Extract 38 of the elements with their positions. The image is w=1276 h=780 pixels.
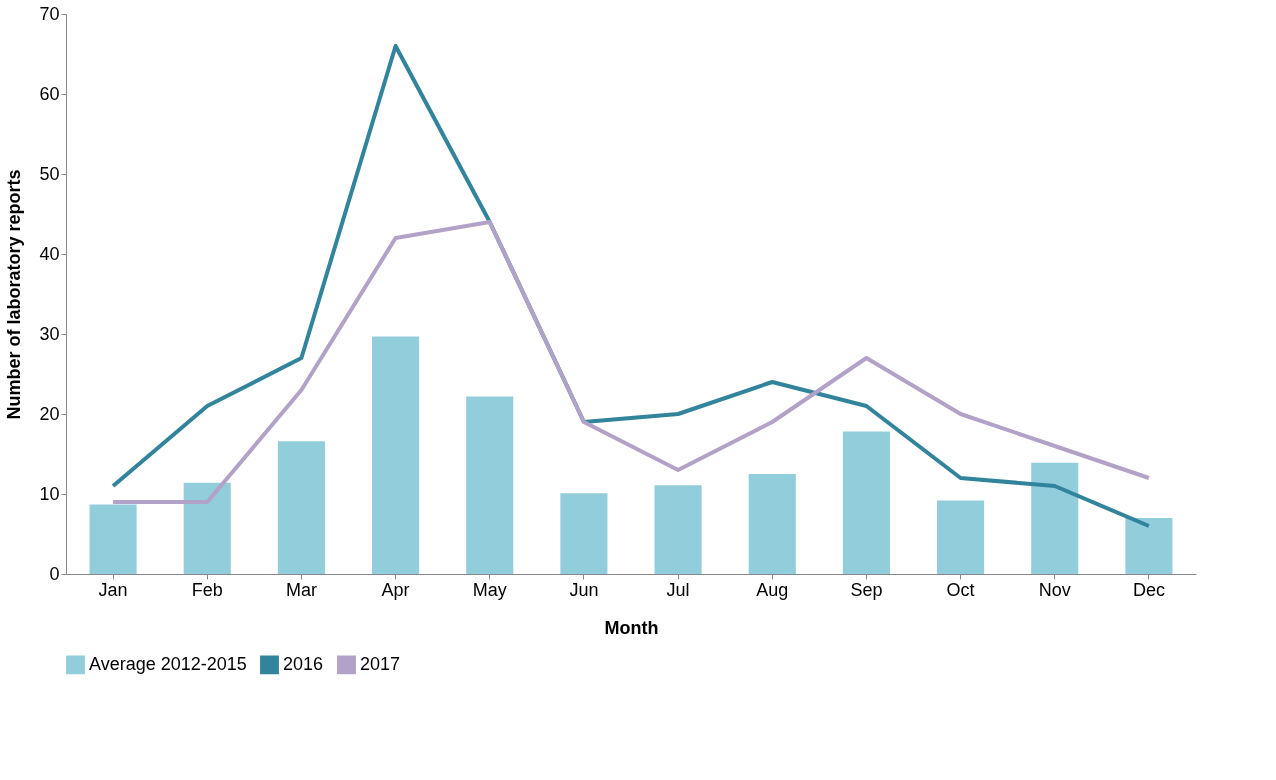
x-tick-label: Nov <box>1038 579 1071 600</box>
y-tick-label: 60 <box>39 83 60 104</box>
x-tick-label: Apr <box>381 579 410 600</box>
x-tick-label: Jul <box>666 579 690 600</box>
x-tick-label: Jun <box>569 579 599 600</box>
legend-label: 2016 <box>283 653 324 674</box>
x-axis-title: Month <box>604 617 659 638</box>
bar <box>937 500 985 574</box>
bar <box>560 493 608 574</box>
bar <box>1125 518 1173 574</box>
y-tick-label: 20 <box>39 403 60 424</box>
y-tick-label: 0 <box>49 563 60 584</box>
bar <box>183 482 231 574</box>
y-tick-label: 40 <box>39 243 60 264</box>
y-tick-label: 70 <box>39 3 60 24</box>
y-tick-label: 50 <box>39 163 60 184</box>
legend-label: 2017 <box>360 653 401 674</box>
bar <box>466 396 514 574</box>
line-series <box>111 220 1151 504</box>
bar <box>654 485 702 574</box>
x-tick-label: Dec <box>1132 579 1165 600</box>
x-tick-label: Oct <box>946 579 975 600</box>
x-tick-label: Mar <box>285 579 317 600</box>
bar <box>277 441 325 574</box>
x-tick-label: Sep <box>850 579 883 600</box>
bar <box>842 431 890 574</box>
y-axis-title: Number of laboratory reports <box>4 169 25 420</box>
x-tick-label: Feb <box>191 579 223 600</box>
legend-label: Average 2012-2015 <box>89 653 247 674</box>
x-tick-label: May <box>472 579 507 600</box>
bar <box>1031 462 1079 574</box>
bar <box>89 504 137 574</box>
x-tick-label: Jan <box>98 579 128 600</box>
bar <box>372 336 420 574</box>
y-tick-label: 30 <box>39 323 60 344</box>
bar <box>748 474 796 574</box>
x-tick-label: Aug <box>756 579 789 600</box>
y-tick-label: 10 <box>39 483 60 504</box>
